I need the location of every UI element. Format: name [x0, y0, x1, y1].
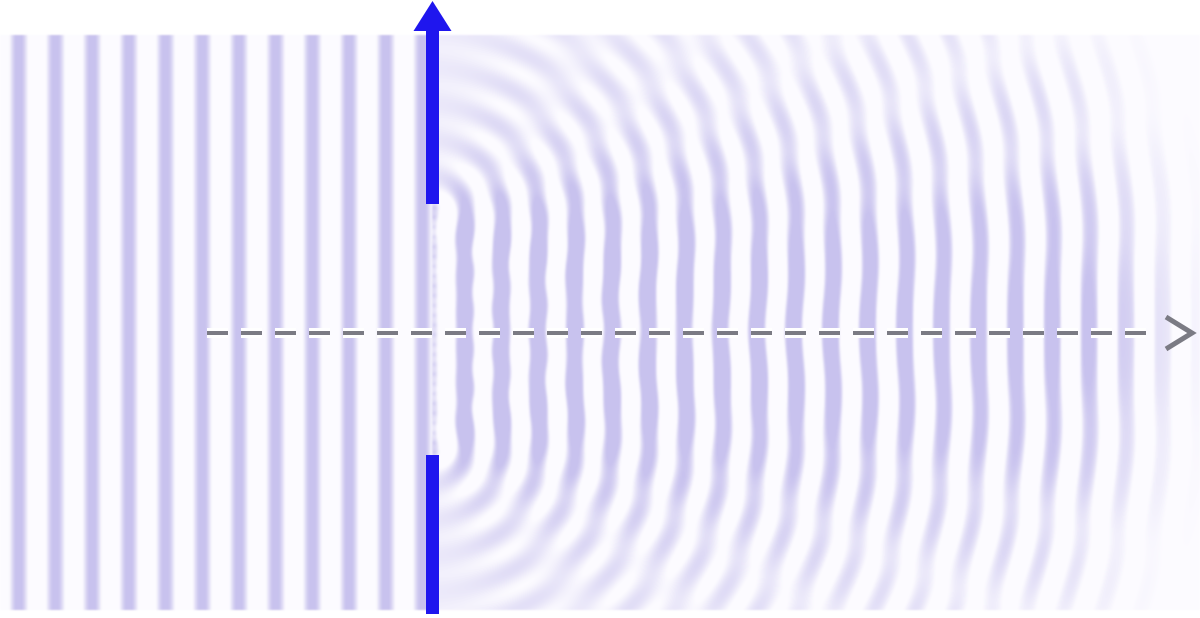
barrier-bottom-segment	[426, 455, 439, 614]
arrow-up-icon	[413, 1, 452, 31]
barrier-top-segment	[426, 28, 439, 204]
chevron-right-icon	[1164, 314, 1197, 352]
